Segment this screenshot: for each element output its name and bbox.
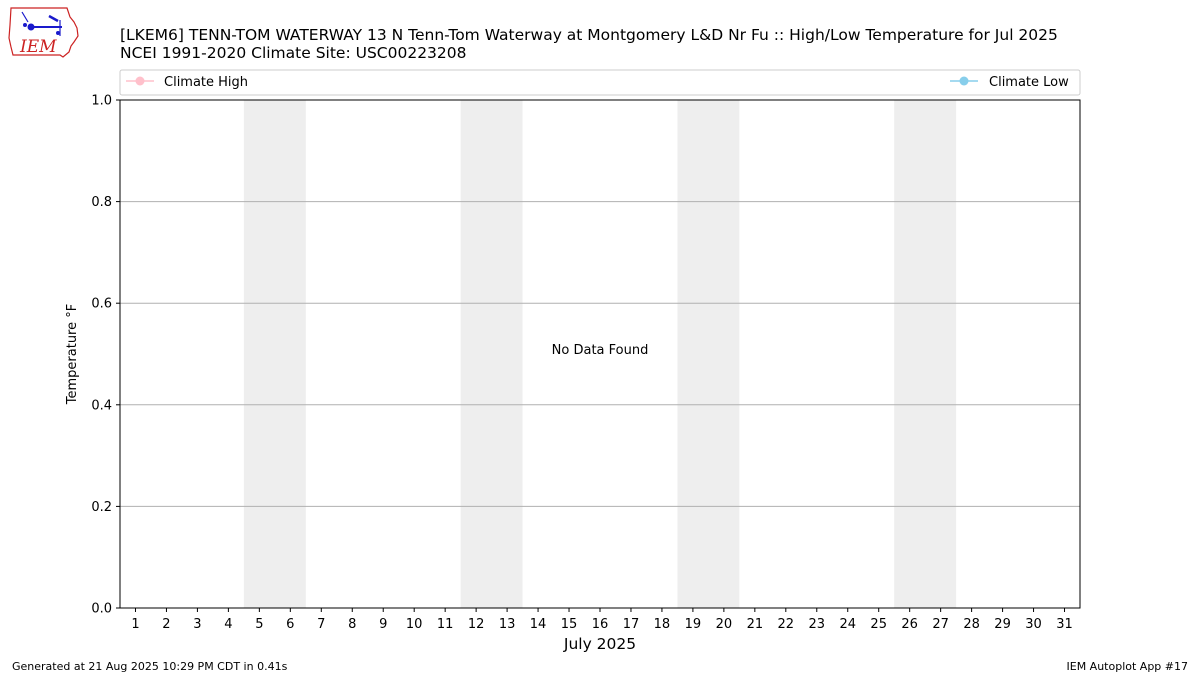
x-tick-label: 5 [255,617,263,632]
y-tick-label: 0.4 [91,398,112,413]
x-tick-label: 2 [162,617,170,632]
legend-box [119,69,1081,96]
y-tick-label: 1.0 [91,94,112,109]
x-tick-label: 7 [317,617,325,632]
legend-marker-climate-low [959,76,969,86]
x-tick-label: 17 [623,617,640,632]
x-tick-label: 27 [932,617,949,632]
y-tick-label: 0.6 [91,297,112,312]
x-tick-label: 12 [468,617,485,632]
weekend-band [243,100,306,608]
legend-label-climate-low: Climate Low [989,75,1069,90]
x-axis-ticks: 1 2 3 4 5 6 7 8 9 10 11 12 13 14 15 16 17 18 19 20 21 22 23 24 2… [131,608,1073,632]
legend-label-climate-high: Climate High [164,75,248,90]
x-tick-label: 22 [778,617,795,632]
iem-logo: IEM [8,7,79,58]
x-tick-label: 19 [685,617,702,632]
x-tick-label: 14 [530,617,547,632]
x-tick-label: 30 [1025,617,1042,632]
footer-generated: Generated at 21 Aug 2025 10:29 PM CDT in… [12,660,288,673]
y-axis-label: Temperature °F [65,304,80,405]
chart-subtitle: NCEI 1991-2020 Climate Site: USC00223208 [120,44,467,62]
footer-app: IEM Autoplot App #17 [1067,660,1189,673]
no-data-annotation: No Data Found [552,343,649,358]
x-tick-label: 24 [839,617,856,632]
y-tick-label: 0.8 [91,195,112,210]
x-tick-label: 21 [747,617,764,632]
x-tick-label: 6 [286,617,294,632]
x-tick-label: 20 [716,617,733,632]
weekend-band [460,100,523,608]
legend-item-climate-low: Climate Low [950,75,1069,90]
x-tick-label: 11 [437,617,454,632]
y-tick-label: 0.2 [91,500,112,515]
x-axis-label: July 2025 [563,635,636,653]
y-axis-ticks: 0.0 0.2 0.4 0.6 0.8 1.0 [91,94,120,617]
legend: Climate High Climate Low [119,69,1081,96]
x-tick-label: 8 [348,617,356,632]
x-tick-label: 10 [406,617,423,632]
x-tick-label: 26 [901,617,918,632]
chart-title: [LKEM6] TENN-TOM WATERWAY 13 N Tenn-Tom … [120,26,1058,44]
x-tick-label: 3 [193,617,201,632]
x-tick-label: 31 [1056,617,1073,632]
x-tick-label: 23 [809,617,826,632]
x-tick-label: 29 [994,617,1011,632]
x-tick-label: 9 [379,617,387,632]
x-tick-label: 16 [592,617,609,632]
x-tick-label: 1 [131,617,139,632]
x-tick-label: 28 [963,617,980,632]
legend-marker-climate-high [135,76,145,86]
weekend-band [894,100,957,608]
x-tick-label: 4 [224,617,232,632]
x-tick-label: 25 [870,617,887,632]
x-tick-label: 18 [654,617,671,632]
y-tick-label: 0.0 [91,602,112,617]
iowa-map-outline [8,7,79,58]
weekend-band [677,100,740,608]
x-tick-label: 13 [499,617,516,632]
weekend-shading [243,100,957,608]
legend-item-climate-high: Climate High [126,75,248,90]
grid-lines [120,201,1080,507]
logo-text: IEM [19,37,57,57]
weather-station-icon [21,11,62,36]
x-tick-label: 15 [561,617,578,632]
